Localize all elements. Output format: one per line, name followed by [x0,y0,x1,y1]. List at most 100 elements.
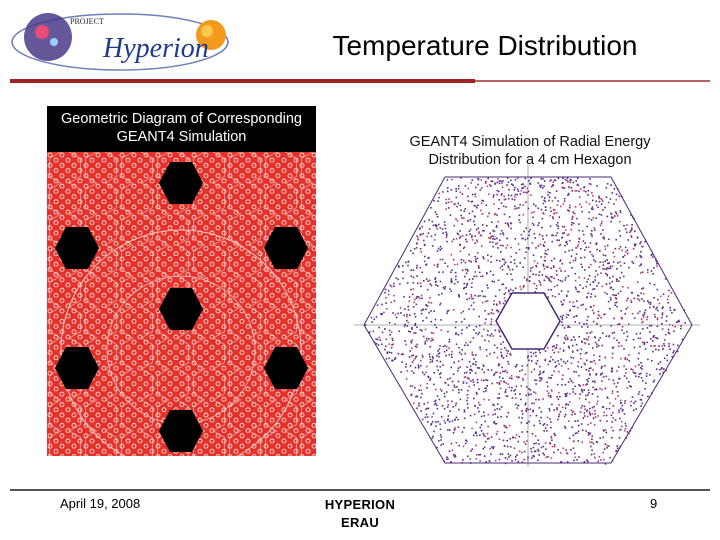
scatter-point [598,359,601,361]
hexagon-lower-left [55,347,99,389]
scatter-point [504,457,507,459]
scatter-point [555,234,557,237]
scatter-points [364,177,686,465]
scatter-point [615,238,617,241]
scatter-point [422,239,425,242]
scatter-point [552,358,554,361]
scatter-point [561,304,563,306]
scatter-point [451,380,454,383]
scatter-point [526,431,529,433]
scatter-point [610,213,613,215]
scatter-point [533,260,536,262]
scatter-point [411,361,414,363]
scatter-point [563,226,566,228]
scatter-point [410,341,413,344]
scatter-point [562,314,564,317]
scatter-point [479,271,481,274]
scatter-point [431,356,434,358]
scatter-point [530,451,533,453]
scatter-point [400,371,402,373]
scatter-point [431,359,434,361]
scatter-point [404,323,406,326]
scatter-point [465,238,467,241]
scatter-point [612,411,614,414]
scatter-point [542,265,545,267]
scatter-point [550,426,552,429]
scatter-point [561,182,564,184]
scatter-point [635,333,638,335]
scatter-point [547,347,549,349]
scatter-point [625,339,628,341]
scatter-point [592,442,595,445]
scatter-point [508,216,511,218]
scatter-point [576,459,578,461]
scatter-point [425,304,428,306]
scatter-point [474,258,477,261]
scatter-point [555,364,558,367]
scatter-point [406,282,409,284]
scatter-point [640,362,642,364]
scatter-point [574,279,577,282]
scatter-point [390,285,393,288]
scatter-point [535,398,537,401]
scatter-point [540,411,543,413]
scatter-point [436,265,439,267]
scatter-point [674,325,676,328]
scatter-point [638,375,640,378]
scatter-point [672,351,674,354]
scatter-point [515,265,518,268]
scatter-point [553,209,556,211]
scatter-point [439,345,441,347]
scatter-point [376,304,379,307]
scatter-point [562,303,564,305]
scatter-point [589,242,592,244]
scatter-point [553,277,555,280]
scatter-point [585,351,588,354]
scatter-point [534,291,536,293]
scatter-point [387,293,390,296]
geometric-diagram-title-line2: GEANT4 Simulation [116,129,247,145]
scatter-point [487,313,490,315]
scatter-point [583,323,585,325]
scatter-point [594,295,597,298]
scatter-point [414,315,417,318]
scatter-point [568,249,570,252]
scatter-point [546,276,548,278]
scatter-point [510,375,513,377]
scatter-point [419,359,422,362]
scatter-point [557,360,559,362]
hexagon-upper-left [55,227,99,269]
scatter-point [479,346,481,348]
scatter-point [546,424,548,426]
scatter-point [455,333,457,335]
scatter-point [518,435,521,438]
scatter-point [581,429,584,432]
scatter-point [467,407,469,409]
scatter-point [530,211,533,214]
scatter-point [553,212,556,214]
scatter-point [603,458,605,461]
scatter-point [533,455,535,458]
scatter-point [490,323,492,326]
scatter-point [571,351,574,353]
scatter-point [585,369,588,371]
scatter-point [547,288,550,291]
scatter-point [649,374,651,376]
scatter-point [544,359,546,362]
scatter-point [518,450,521,453]
scatter-point [510,179,512,182]
scatter-point [471,179,474,181]
scatter-point [466,219,469,222]
scatter-point [530,393,532,396]
scatter-point [465,272,468,275]
scatter-point [416,343,418,346]
scatter-point [437,350,439,352]
scatter-point [669,309,672,312]
scatter-point [625,425,627,427]
scatter-point [562,177,564,180]
scatter-point [576,290,579,293]
scatter-point [661,367,663,369]
scatter-point [595,200,598,202]
scatter-point [671,311,673,314]
scatter-point [538,443,540,445]
